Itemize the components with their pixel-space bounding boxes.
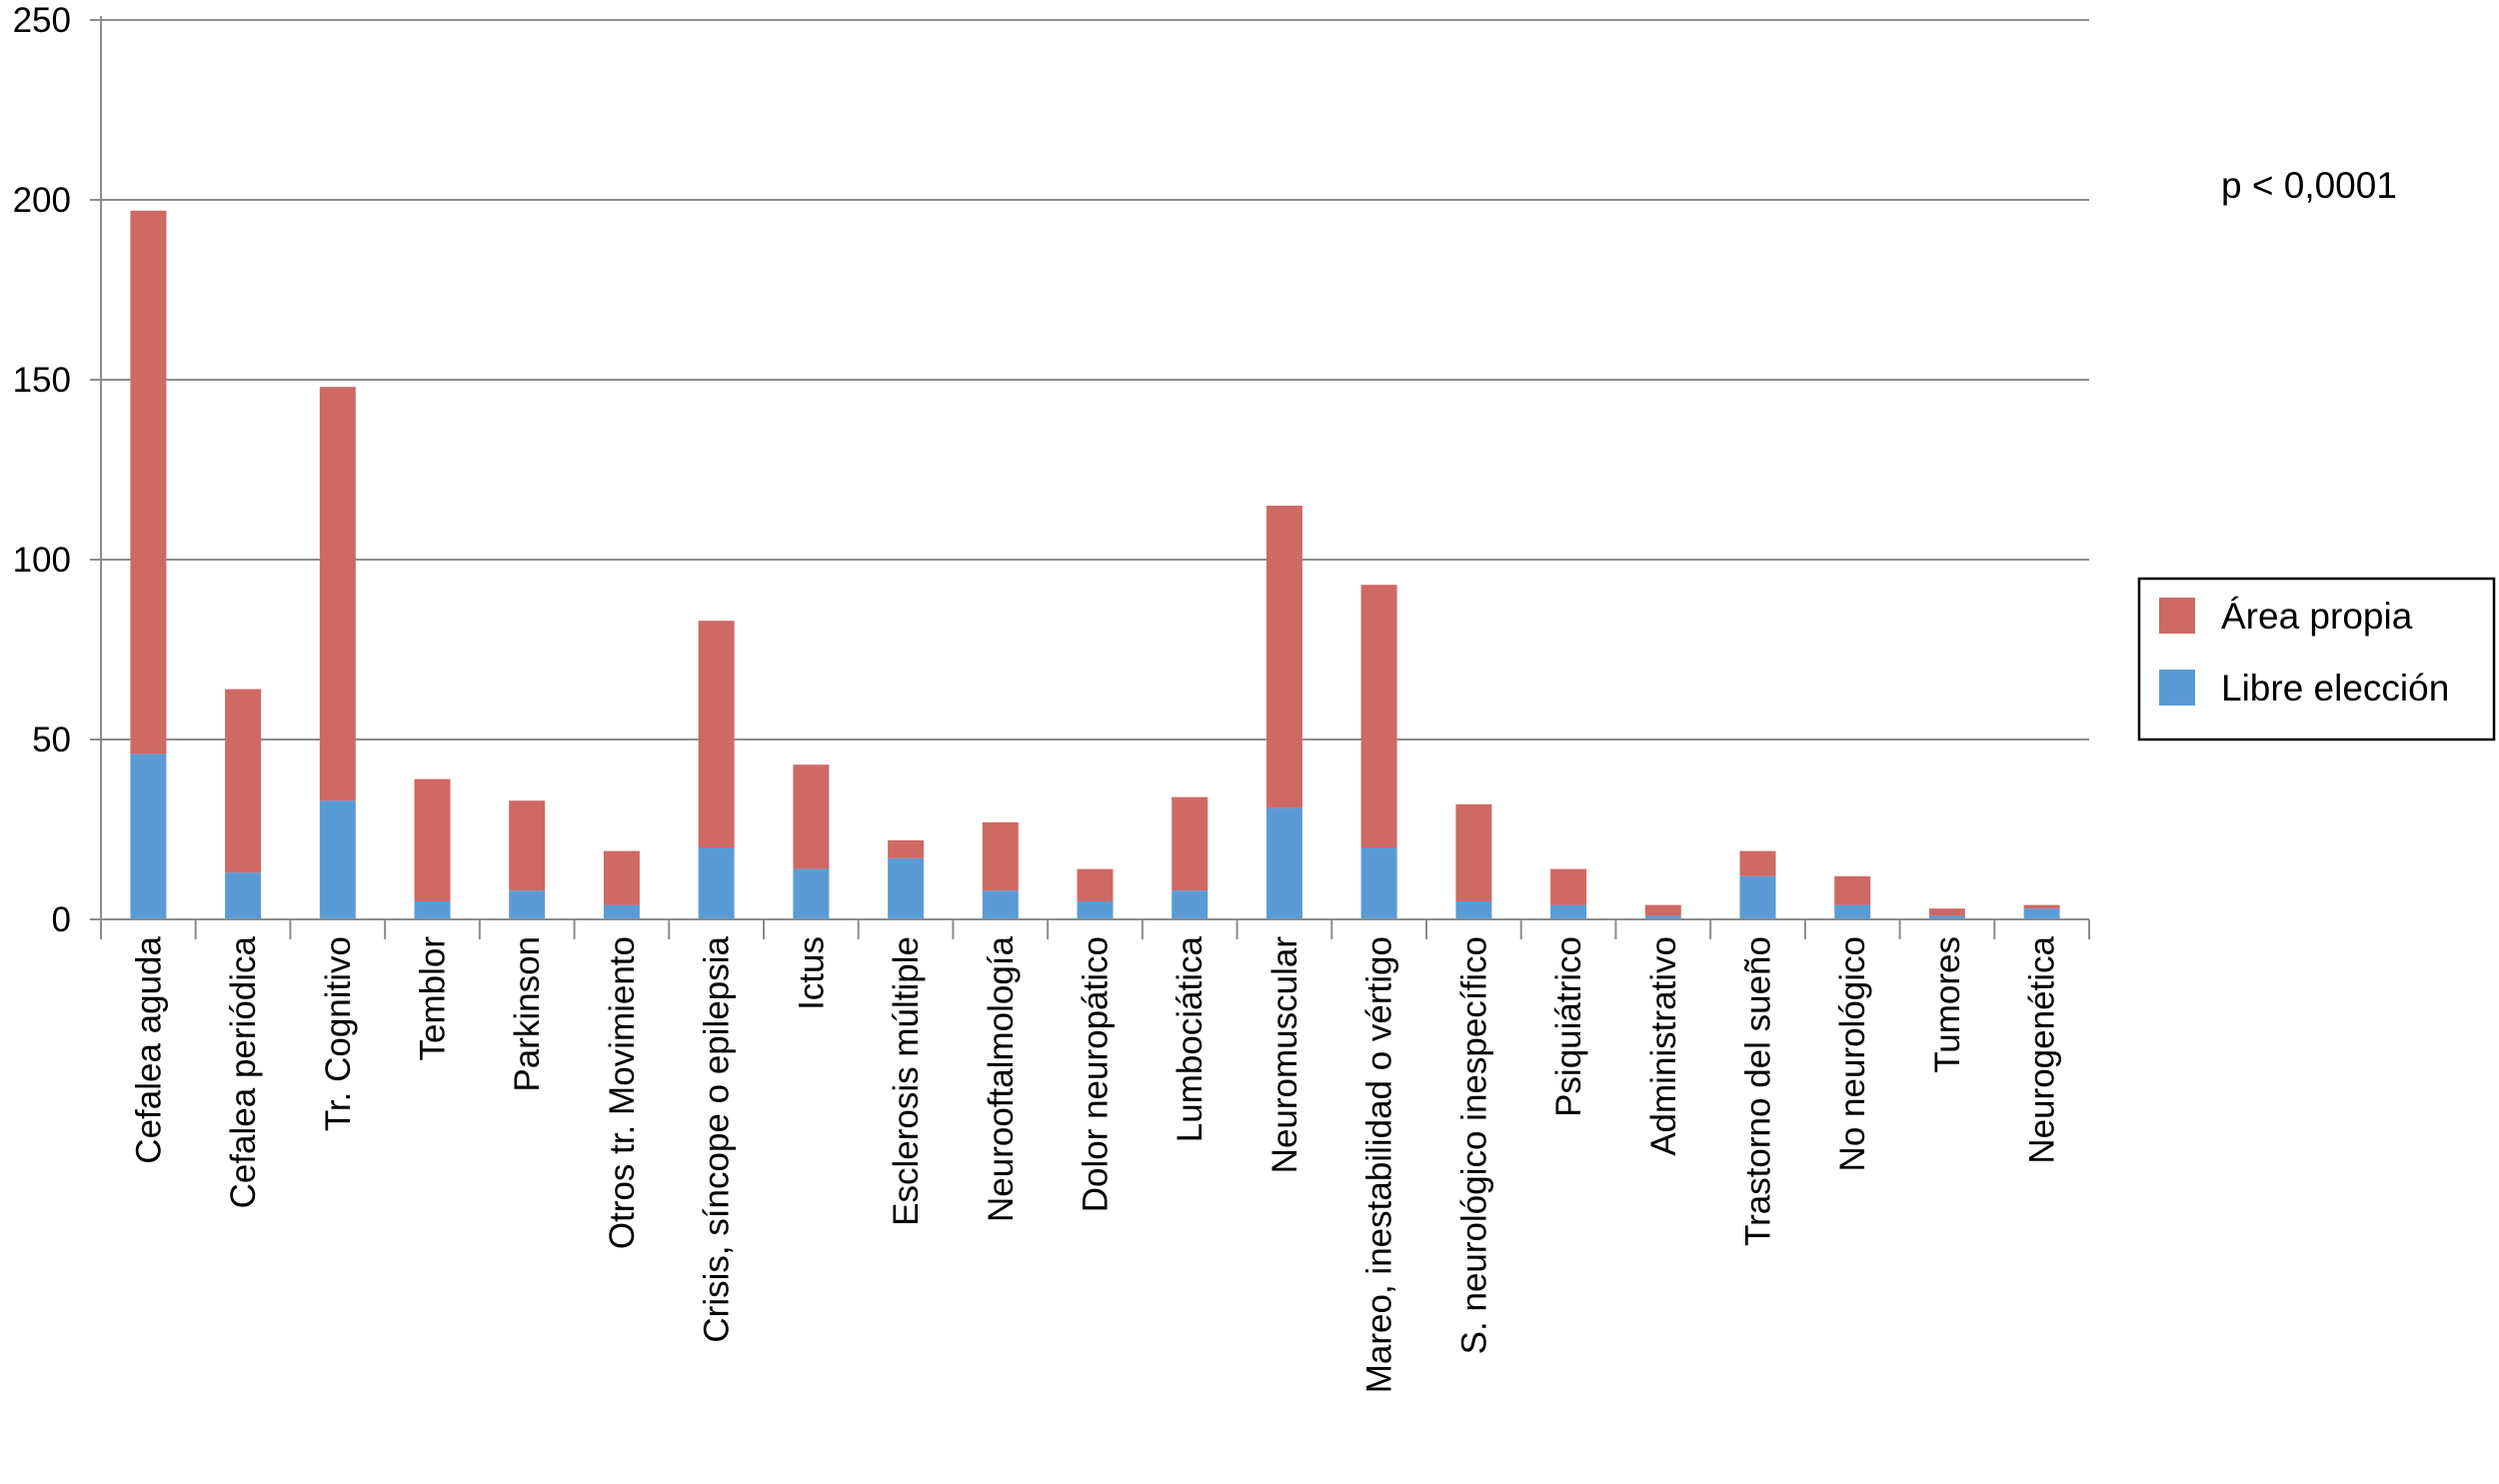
- x-tick-label: Neuromuscular: [1265, 936, 1304, 1174]
- x-tick-label: Psiquiátrico: [1549, 936, 1588, 1117]
- bar-libre-eleccion: [1834, 904, 1871, 919]
- bar-area-propia: [1360, 585, 1397, 847]
- bar-libre-eleccion: [130, 753, 167, 919]
- legend-swatch: [2159, 598, 2195, 634]
- bar-area-propia: [1265, 506, 1302, 808]
- bar-area-propia: [1834, 875, 1871, 905]
- x-tick-label: Dolor neuropático: [1077, 936, 1116, 1212]
- bar-area-propia: [888, 839, 925, 858]
- x-tick-label: Lumbociática: [1171, 935, 1210, 1142]
- bars: [130, 210, 2060, 919]
- x-tick-label: Esclerosis múltiple: [887, 936, 926, 1226]
- legend-label: Área propia: [2221, 596, 2413, 637]
- bar-area-propia: [1455, 803, 1492, 901]
- x-tick-label: Ictus: [792, 936, 831, 1010]
- x-tick-label: Trastorno del sueño: [1739, 936, 1778, 1246]
- bar-area-propia: [2023, 904, 2060, 909]
- y-tick-label: 150: [13, 361, 71, 400]
- bar-libre-eleccion: [1550, 904, 1587, 919]
- x-tick-label: Neurooftalmología: [982, 935, 1021, 1222]
- bar-libre-eleccion: [1455, 901, 1492, 919]
- x-tick-label: Neurogenética: [2023, 935, 2062, 1163]
- bar-area-propia: [1928, 908, 1965, 916]
- gridlines: [101, 19, 2089, 741]
- x-tick-label: Tr. Cognitivo: [319, 936, 358, 1131]
- bar-area-propia: [225, 689, 262, 873]
- legend: Área propia Libre elección: [2137, 577, 2496, 742]
- bar-area-propia: [414, 778, 451, 901]
- bar-libre-eleccion: [698, 847, 735, 919]
- bar-libre-eleccion: [793, 868, 830, 919]
- x-tick-label: Temblor: [414, 936, 453, 1061]
- x-tick-label: Crisis, síncope o epilepsia: [698, 935, 737, 1342]
- bar-libre-eleccion: [1172, 890, 1209, 919]
- bar-libre-eleccion: [225, 872, 262, 919]
- bar-libre-eleccion: [414, 901, 451, 919]
- axes: [90, 16, 2090, 939]
- bar-area-propia: [509, 800, 546, 891]
- legend-box: [2137, 577, 2496, 742]
- y-tick-label: 100: [13, 541, 71, 580]
- bar-area-propia: [1550, 868, 1587, 905]
- bar-libre-eleccion: [1644, 915, 1681, 919]
- bar-libre-eleccion: [2023, 908, 2060, 919]
- bar-libre-eleccion: [982, 890, 1019, 919]
- bar-libre-eleccion: [888, 857, 925, 919]
- bar-libre-eleccion: [509, 890, 546, 919]
- bar-libre-eleccion: [1928, 915, 1965, 919]
- legend-label: Libre elección: [2221, 668, 2449, 709]
- bar-area-propia: [793, 764, 830, 869]
- bar-area-propia: [1077, 868, 1114, 901]
- x-tick-label: Tumores: [1928, 936, 1967, 1073]
- x-tick-label: Cefalea aguda: [129, 935, 168, 1163]
- bar-area-propia: [1172, 796, 1209, 891]
- y-tick-label: 250: [13, 1, 71, 40]
- bar-libre-eleccion: [1265, 807, 1302, 919]
- bar-libre-eleccion: [1077, 901, 1114, 919]
- x-tick-label: S. neurológico inespecífico: [1454, 936, 1493, 1354]
- x-tick-label: No neurológico: [1833, 936, 1872, 1171]
- x-tick-label: Cefalea periódica: [224, 935, 263, 1208]
- bar-area-propia: [698, 621, 735, 847]
- bar-area-propia: [130, 210, 167, 754]
- y-tick-labels: 0 50 100 150 200 250: [13, 1, 71, 939]
- bar-libre-eleccion: [603, 904, 640, 919]
- x-tick-label: Administrativo: [1644, 936, 1683, 1156]
- p-value-annotation: p < 0,0001: [2221, 165, 2397, 206]
- y-tick-label: 0: [52, 900, 71, 939]
- bar-area-propia: [319, 387, 356, 801]
- bar-libre-eleccion: [1360, 847, 1397, 919]
- bar-area-propia: [603, 850, 640, 905]
- bar-area-propia: [1739, 850, 1776, 876]
- bar-libre-eleccion: [319, 800, 356, 919]
- bar-libre-eleccion: [1739, 875, 1776, 919]
- y-tick-label: 200: [13, 181, 71, 220]
- x-tick-label: Parkinson: [508, 936, 547, 1092]
- y-tick-label: 50: [32, 721, 71, 759]
- x-tick-labels: Cefalea aguda Cefalea periódica Tr. Cognit…: [129, 935, 2061, 1393]
- bar-area-propia: [1644, 904, 1681, 916]
- x-tick-label: Otros tr. Movimiento: [603, 936, 642, 1249]
- legend-swatch: [2159, 670, 2195, 706]
- x-tick-label: Mareo, inestabilidad o vértigo: [1360, 936, 1399, 1393]
- bar-area-propia: [982, 821, 1019, 891]
